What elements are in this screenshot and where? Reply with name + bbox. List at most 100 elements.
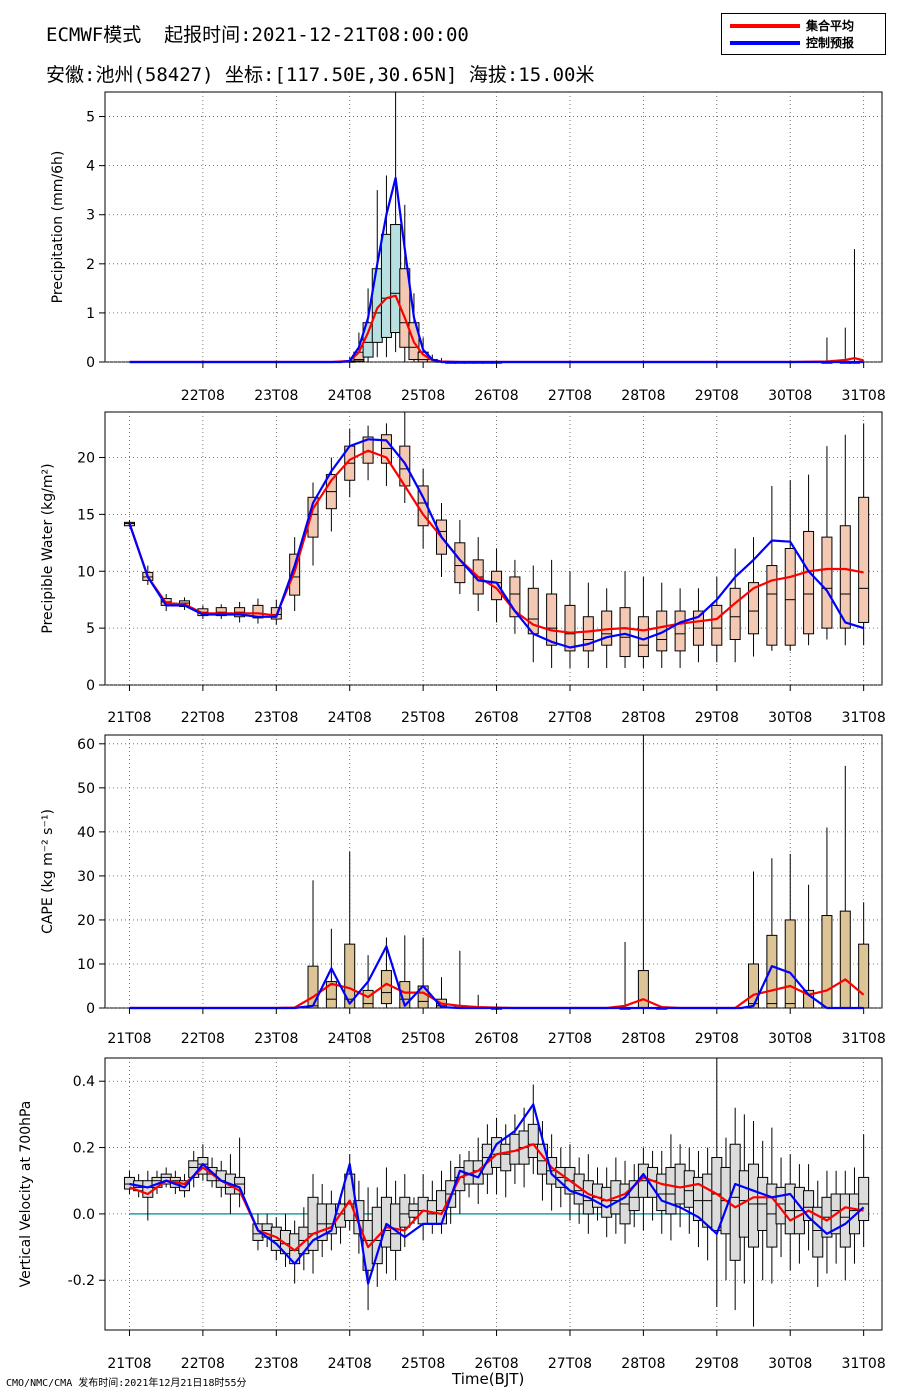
y-tick-label: 40 <box>77 825 95 841</box>
box-iqr <box>839 525 851 629</box>
station-info: 安徽:池州(58427) 坐标:[117.50E,30.65N] 海拔:15.0… <box>46 64 595 86</box>
legend-label-ensemble-mean: 集合平均 <box>806 19 855 33</box>
x-tick-label: 25T08 <box>401 388 445 404</box>
box-iqr <box>674 1163 686 1205</box>
series-line-control-forecast <box>128 438 864 649</box>
x-tick-label: 23T08 <box>254 1031 298 1047</box>
y-tick-label: 10 <box>77 564 95 580</box>
box-iqr <box>729 587 741 640</box>
x-axis-title: Time(BJT) <box>452 1370 525 1388</box>
footer-credit: CMO/NMC/CMA 发布时间:2021年12月21日18时55分 <box>6 1378 247 1389</box>
box-iqr <box>748 963 760 1009</box>
box-iqr <box>784 919 796 1009</box>
y-tick-label: 20 <box>77 913 95 929</box>
y-tick-label: 0 <box>86 678 95 694</box>
box-iqr <box>307 965 319 1009</box>
y-axis-label: Vertical Velocity at 700hPa <box>18 1101 34 1288</box>
plot-area <box>104 734 883 1009</box>
box-iqr <box>399 1196 411 1228</box>
box-iqr <box>564 604 576 652</box>
box-iqr <box>683 1170 695 1208</box>
box-iqr <box>766 565 778 646</box>
box-iqr <box>390 224 402 334</box>
box-iqr <box>748 1163 760 1248</box>
y-tick-label: 20 <box>77 451 95 467</box>
x-tick-label: 21T08 <box>107 710 151 726</box>
x-tick-label: 27T08 <box>548 388 592 404</box>
x-tick-label: 23T08 <box>254 710 298 726</box>
x-tick-label: 28T08 <box>621 710 665 726</box>
x-tick-label: 30T08 <box>768 1031 812 1047</box>
x-tick-label: 25T08 <box>401 1031 445 1047</box>
y-tick-label: 0 <box>86 1001 95 1017</box>
box-iqr <box>766 1183 778 1248</box>
box-iqr <box>858 496 870 623</box>
series-line-control-forecast <box>129 176 864 364</box>
legend-entry-ensemble-mean: 集合平均 <box>730 17 880 33</box>
box-iqr <box>380 1196 392 1248</box>
x-tick-label: 25T08 <box>401 710 445 726</box>
y-axis-label: Precipitation (mm/6h) <box>50 151 66 304</box>
plot-area <box>104 91 883 363</box>
chart-panel-4: -0.2 0.0 0.2 0.4 21T08 22T08 23T08 24T08 25T08 26… <box>18 1057 886 1372</box>
box-iqr <box>380 434 392 464</box>
box-iqr <box>454 542 466 584</box>
chart-panel-1: 0 1 2 3 4 5 22T08 23T08 24T08 25T08 26T08 27T08 28T0… <box>50 91 886 404</box>
box-iqr <box>500 1143 512 1172</box>
box-iqr <box>784 1183 796 1235</box>
box-iqr <box>821 915 833 1009</box>
box-iqr <box>527 1123 539 1159</box>
chart-panel-3: 0 10 20 30 40 50 60 21T08 22T08 23T08 24T08 25T08 26… <box>40 734 886 1047</box>
series-line-control-forecast <box>129 945 864 1010</box>
x-tick-label: 23T08 <box>254 388 298 404</box>
y-tick-label: -0.2 <box>68 1273 95 1289</box>
x-tick-label: 28T08 <box>621 388 665 404</box>
x-tick-label: 22T08 <box>181 388 225 404</box>
y-axis-label: CAPE (kg m⁻² s⁻¹) <box>40 809 56 934</box>
x-tick-label: 26T08 <box>474 1356 518 1372</box>
box-iqr <box>766 934 778 1009</box>
legend-swatch-control-forecast <box>730 41 800 45</box>
x-tick-label: 21T08 <box>107 1356 151 1372</box>
box-iqr <box>784 548 796 646</box>
box-iqr <box>601 1186 613 1218</box>
box-iqr <box>307 1196 319 1251</box>
y-tick-label: 10 <box>77 957 95 973</box>
y-tick-label: 5 <box>86 110 95 126</box>
box-iqr <box>619 607 631 658</box>
y-tick-label: 3 <box>86 208 95 224</box>
box-iqr <box>325 981 337 1009</box>
y-tick-label: 0 <box>86 355 95 371</box>
legend-swatch-ensemble-mean <box>730 24 800 28</box>
x-tick-label: 30T08 <box>768 710 812 726</box>
x-tick-label: 22T08 <box>181 1031 225 1047</box>
box-iqr <box>123 1176 135 1190</box>
x-tick-label: 31T08 <box>842 710 886 726</box>
box-iqr <box>656 1173 668 1212</box>
box-iqr <box>665 1166 677 1215</box>
box-iqr <box>711 604 723 646</box>
chart-panel-2: 0 5 10 15 20 21T08 22T08 23T08 24T08 25T08 26T08 27… <box>40 411 886 726</box>
box-iqr <box>362 989 374 1009</box>
y-tick-label: 4 <box>86 159 95 175</box>
x-tick-label: 24T08 <box>328 388 372 404</box>
x-tick-label: 28T08 <box>621 1031 665 1047</box>
x-tick-label: 28T08 <box>621 1356 665 1372</box>
box-iqr <box>803 530 815 635</box>
y-tick-label: 0.2 <box>73 1141 95 1157</box>
x-tick-label: 31T08 <box>842 1031 886 1047</box>
x-tick-label: 22T08 <box>181 1356 225 1372</box>
x-tick-label: 27T08 <box>548 710 592 726</box>
y-tick-label: 0.0 <box>73 1207 95 1223</box>
legend-label-control-forecast: 控制预报 <box>806 36 855 50</box>
x-tick-label: 29T08 <box>695 1356 739 1372</box>
x-tick-label: 26T08 <box>474 1031 518 1047</box>
box-iqr <box>582 616 594 652</box>
box-iqr <box>674 610 686 652</box>
page-title: ECMWF模式 起报时间:2021-12-21T08:00:00 <box>46 24 469 46</box>
box-iqr <box>289 553 301 596</box>
series-line-ensemble-mean <box>128 449 864 634</box>
box-iqr <box>821 536 833 629</box>
x-tick-label: 31T08 <box>842 1356 886 1372</box>
